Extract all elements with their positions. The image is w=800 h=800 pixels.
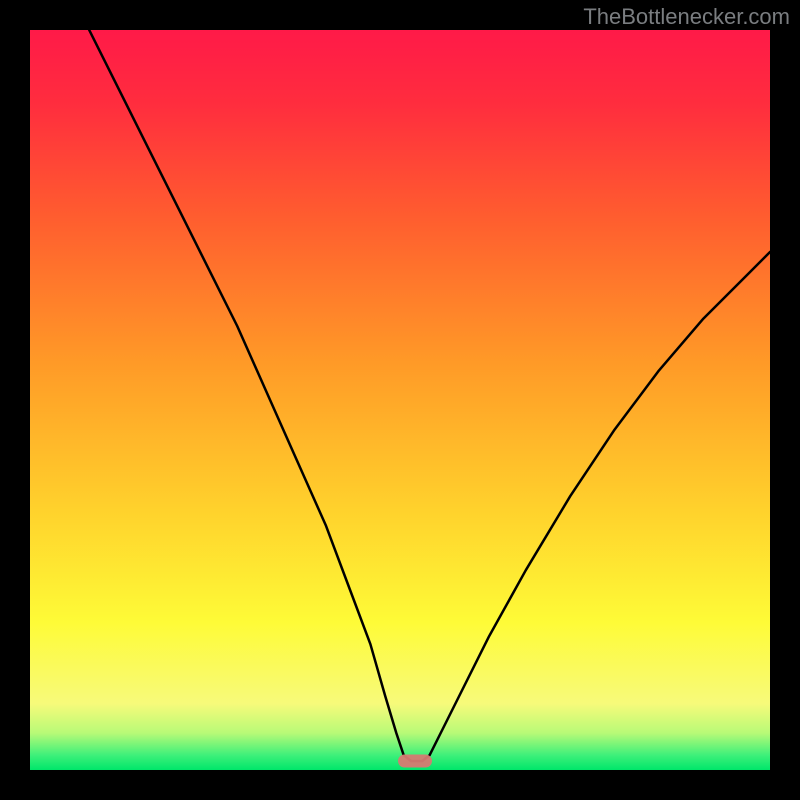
bottleneck-curve — [30, 30, 770, 770]
plot-area — [30, 30, 770, 770]
watermark-label: TheBottlenecker.com — [583, 4, 790, 30]
optimal-marker — [398, 755, 432, 768]
chart-container: TheBottlenecker.com — [0, 0, 800, 800]
